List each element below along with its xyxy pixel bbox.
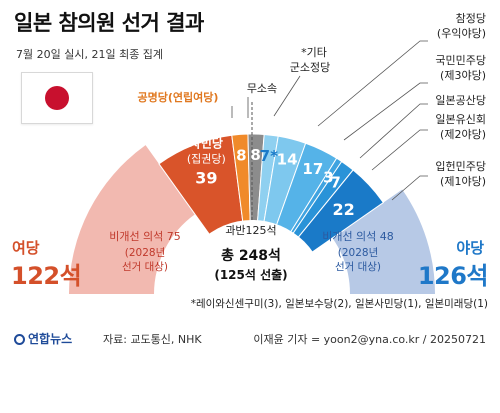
value-label-6: 3 (323, 169, 333, 187)
label-party-note-8: (제1야당) (440, 175, 486, 188)
opposition-side-label: 야당 (456, 239, 484, 257)
page-title: 일본 참의원 선거 결과 (14, 11, 204, 35)
label-outer-opposition-note2: 선거 대상) (335, 261, 381, 273)
label-party-5: 국민민주당 (435, 54, 486, 67)
label-other-name: *기타 (301, 46, 327, 59)
label-ldp-name: 자민당 (190, 136, 223, 151)
label-independent: 무소속 (247, 82, 277, 95)
opposition-side-seats: 126석 (417, 262, 489, 290)
label-party-note-5: (제3야당) (440, 69, 486, 82)
leader-party-4 (317, 40, 428, 127)
value-label-8: 22 (333, 200, 355, 219)
logo: 연합뉴스 (14, 330, 72, 347)
label-outer-ruling: 비개선 의석 75 (109, 230, 181, 243)
source-text: 자료: 교도통신, NHK (103, 333, 202, 346)
label-outer-opposition-note1: (2028년 (338, 247, 378, 259)
label-outer-ruling-note2: 선거 대상) (122, 261, 168, 273)
japan-flag-icon (21, 72, 93, 124)
ruling-side-label: 여당 (12, 239, 40, 257)
label-other-note: 군소정당 (290, 61, 330, 74)
label-party-note-7: (제2야당) (440, 128, 486, 141)
value-label-2: 8 (250, 146, 260, 164)
center-disc (178, 220, 326, 294)
ruling-side-seats: 122석 (11, 262, 82, 290)
leader-party-5 (343, 82, 428, 141)
center-info: 과반125석 총 248석 (125석 선출) (203, 222, 299, 283)
label-outer-opposition: 비개선 의석 48 (322, 230, 394, 243)
page-subtitle: 7월 20일 실시, 21일 최종 집계 (16, 48, 164, 61)
label-party-8: 입헌민주당 (435, 160, 486, 173)
label-ldp-note: (집권당) (187, 153, 226, 166)
label-party-4: 참정당 (456, 12, 486, 25)
logo-text: 연합뉴스 (28, 332, 73, 346)
bar-outer-ruling (69, 145, 196, 294)
value-label-0: 39 (195, 169, 217, 188)
leader-party-7 (371, 129, 428, 171)
value-label-7: 7 (330, 174, 340, 192)
leader-party-8 (391, 175, 428, 201)
label-party-6: 일본공산당 (435, 93, 486, 107)
total-seats: 총 248석 (221, 248, 281, 264)
label-outer-ruling-note1: (2028년 (125, 247, 165, 259)
bar-outer-opposition (332, 189, 435, 294)
label-party-note-4: (우익야당) (437, 27, 486, 40)
value-label-4: 14 (277, 150, 298, 168)
credit-text: 이재윤 기자 = yoon2@yna.co.kr / 20250721 (253, 333, 486, 346)
yonhap-logo-icon (14, 334, 25, 345)
label-party-7: 일본유신회 (435, 112, 486, 126)
leader-party-6 (359, 103, 428, 159)
value-label-3: 7* (260, 147, 278, 165)
value-label-5: 17 (302, 160, 323, 178)
total-seats-sub: (125석 선출) (214, 268, 288, 282)
footnote: *레이와신센구미(3), 일본보수당(2), 일본사민당(1), 일본미래당(1… (190, 298, 488, 310)
value-label-1: 8 (236, 146, 246, 164)
majority-label: 과반125석 (225, 224, 277, 237)
leader-other (273, 75, 301, 117)
label-komeito: 공명당(연립여당) (138, 90, 219, 104)
